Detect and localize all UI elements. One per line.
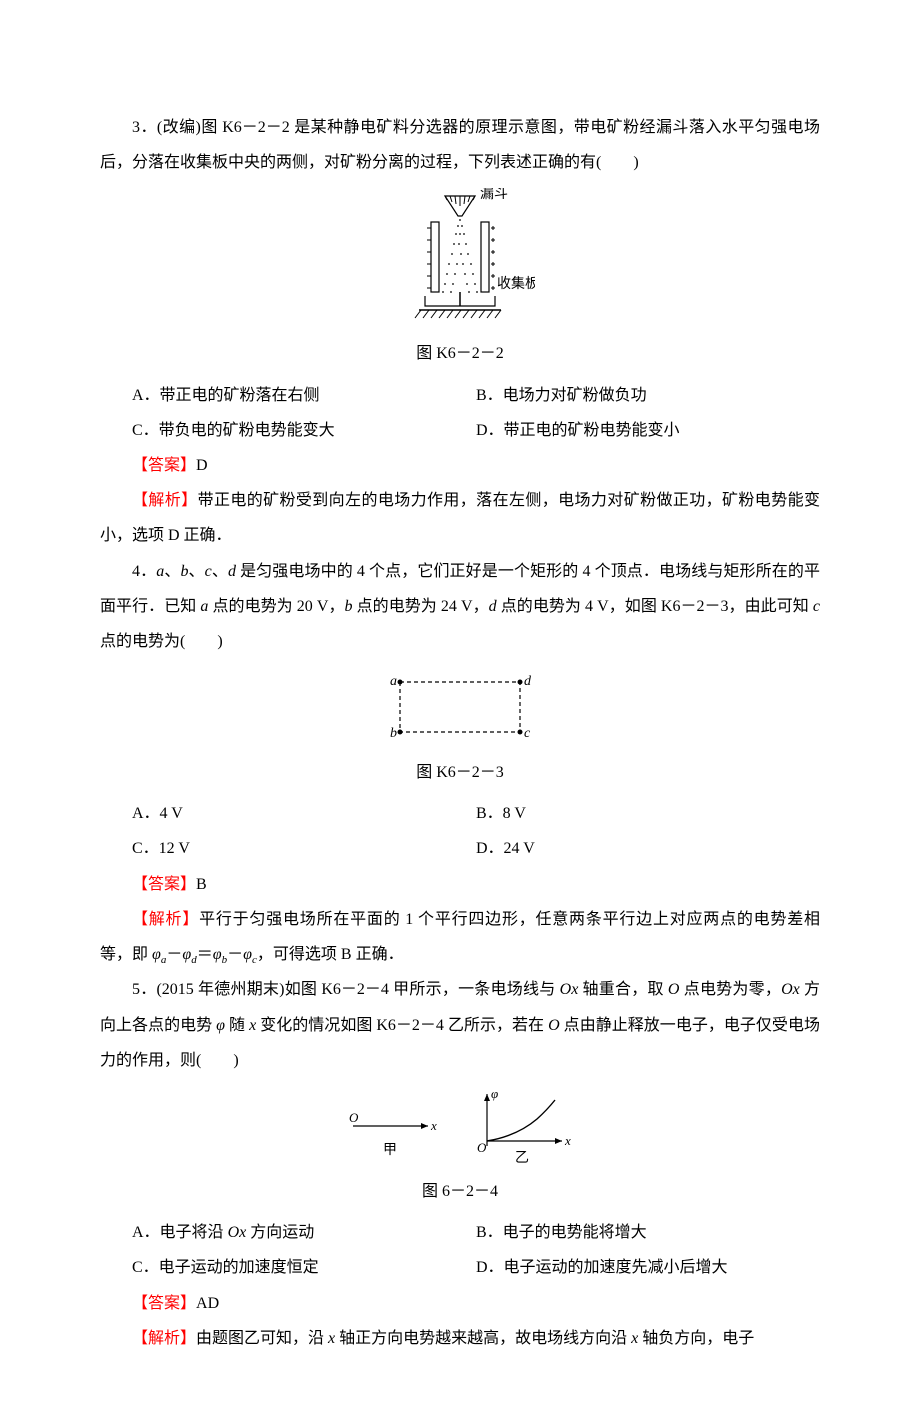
q5-analysis: 【解析】由题图乙可知，沿 x 轴正方向电势越来越高，故电场线方向沿 x 轴负方向…: [100, 1321, 820, 1356]
q5-diagram-left-svg: O x 甲: [343, 1096, 443, 1166]
q5-options: A．电子将沿 Ox 方向运动 B．电子的电势能将增大 C．电子运动的加速度恒定 …: [132, 1215, 820, 1285]
q3-label-funnel: 漏斗: [480, 188, 508, 202]
q5-left-O: O: [349, 1110, 359, 1125]
q4-caption: 图 K6－2－3: [100, 755, 820, 790]
q5-right-label: 乙: [515, 1150, 529, 1166]
q3-analysis: 【解析】带正电的矿粉受到向左的电场力作用，落在左侧，电场力对矿粉做正功，矿粉电势…: [100, 483, 820, 553]
q4-opt-c: C．12 V: [132, 831, 476, 866]
q4-stem-text: 4．a、b、c、d 是匀强电场中的 4 个点，它们正好是一个矩形的 4 个顶点．…: [100, 563, 820, 650]
q4-analysis: 【解析】平行于匀强电场所在平面的 1 个平行四边形，任意两条平行边上对应两点的电…: [100, 902, 820, 973]
q3-opt-a: A．带正电的矿粉落在右侧: [132, 378, 476, 413]
q4-opt-a: A．4 V: [132, 796, 476, 831]
q5-stem: 5．(2015 年德州期末)如图 K6－2－4 甲所示，一条电场线与 Ox 轴重…: [100, 972, 820, 1078]
q5-right-phi: φ: [491, 1086, 498, 1101]
q5-stem-text: 5．(2015 年德州期末)如图 K6－2－4 甲所示，一条电场线与 Ox 轴重…: [100, 981, 820, 1068]
q4-analysis-label: 【解析】: [132, 911, 199, 928]
q3-label-collector: 收集板: [497, 275, 535, 292]
q4-label-b: b: [390, 726, 397, 741]
q3-caption: 图 K6－2－2: [100, 336, 820, 371]
q4-stem: 4．a、b、c、d 是匀强电场中的 4 个点，它们正好是一个矩形的 4 个顶点．…: [100, 554, 820, 660]
q3-figure: 漏斗 收集板: [100, 188, 820, 332]
q4-answer-value: B: [196, 876, 207, 893]
q4-answer: 【答案】B: [100, 867, 820, 902]
q4-label-a: a: [390, 674, 397, 689]
q4-label-c: c: [524, 726, 531, 741]
q3-diagram-svg: 漏斗 收集板: [385, 188, 535, 328]
q4-analysis-eq: φa－φd＝φb－φc: [152, 946, 257, 963]
q5-opt-c: C．电子运动的加速度恒定: [132, 1250, 476, 1285]
q5-answer-value: AD: [196, 1295, 219, 1312]
q3-options: A．带正电的矿粉落在右侧 B．电场力对矿粉做负功 C．带负电的矿粉电势能变大 D…: [132, 378, 820, 448]
q3-analysis-label: 【解析】: [132, 492, 198, 509]
q4-analysis-b: ，可得选项 B 正确．: [257, 946, 404, 963]
q5-analysis-label: 【解析】: [132, 1330, 196, 1347]
q4-answer-label: 【答案】: [132, 876, 196, 893]
q5-figure: O x 甲 O x φ 乙: [100, 1086, 820, 1170]
q4-label-d: d: [524, 674, 532, 689]
q5-right-x: x: [564, 1133, 571, 1148]
q5-opt-a: A．电子将沿 Ox 方向运动: [132, 1215, 476, 1250]
q5-answer-label: 【答案】: [132, 1295, 196, 1312]
q5-analysis-body: 由题图乙可知，沿 x 轴正方向电势越来越高，故电场线方向沿 x 轴负方向，电子: [196, 1330, 754, 1347]
q5-caption: 图 6－2－4: [100, 1174, 820, 1209]
q5-diagram-right-svg: O x φ 乙: [467, 1086, 577, 1166]
q5-left-label: 甲: [383, 1143, 397, 1158]
q3-stem: 3．(改编)图 K6－2－2 是某种静电矿料分选器的原理示意图，带电矿粉经漏斗落…: [100, 110, 820, 180]
q4-options: A．4 V B．8 V C．12 V D．24 V: [132, 796, 820, 866]
q4-diagram-svg: a d b c: [370, 667, 550, 747]
q5-opt-d: D．电子运动的加速度先减小后增大: [476, 1250, 820, 1285]
q4-opt-b: B．8 V: [476, 796, 820, 831]
q5-left-x: x: [430, 1118, 437, 1133]
q5-answer: 【答案】AD: [100, 1286, 820, 1321]
q3-analysis-body: 带正电的矿粉受到向左的电场力作用，落在左侧，电场力对矿粉做正功，矿粉电势能变小，…: [100, 492, 820, 544]
q5-opt-b: B．电子的电势能将增大: [476, 1215, 820, 1250]
q3-answer: 【答案】D: [100, 448, 820, 483]
q3-answer-value: D: [196, 457, 208, 474]
q5-right-O: O: [477, 1140, 487, 1155]
q3-opt-b: B．电场力对矿粉做负功: [476, 378, 820, 413]
q4-opt-d: D．24 V: [476, 831, 820, 866]
q3-opt-c: C．带负电的矿粉电势能变大: [132, 413, 476, 448]
q3-opt-d: D．带正电的矿粉电势能变小: [476, 413, 820, 448]
q3-answer-label: 【答案】: [132, 457, 196, 474]
q4-figure: a d b c: [100, 667, 820, 751]
